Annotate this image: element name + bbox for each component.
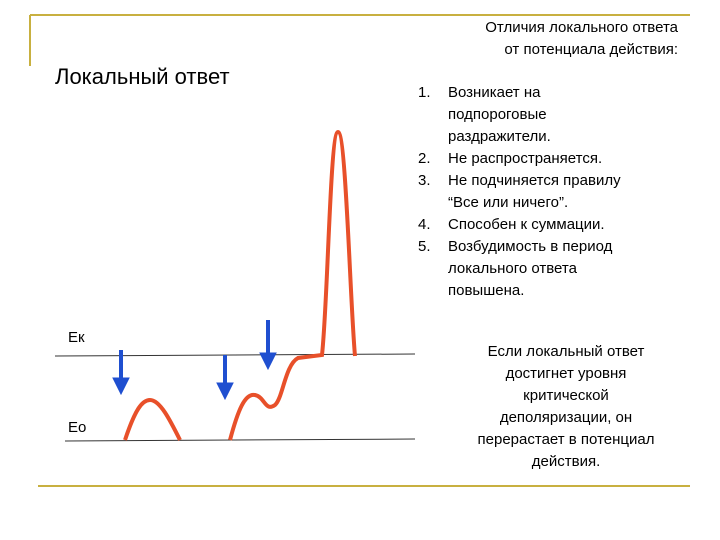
title-line: Отличия локального ответа — [485, 19, 678, 36]
list-number: 2. — [418, 150, 431, 167]
list-text: Возбудимость в период — [448, 238, 613, 255]
arrow-head — [112, 377, 130, 396]
note-line: деполяризации, он — [500, 409, 632, 426]
note-line: перерастает в потенциал — [478, 431, 655, 448]
heading: Локальный ответ — [55, 64, 230, 89]
list-text: “Все или ничего”. — [448, 194, 568, 211]
list-number: 5. — [418, 238, 431, 255]
list-text: повышена. — [448, 282, 524, 299]
list-text: подпороговые — [448, 106, 547, 123]
list-number: 3. — [418, 172, 431, 189]
eo-line — [64, 438, 416, 442]
note-line: Если локальный ответ — [488, 343, 645, 360]
text-content: Отличия локального ответа от потенциала д… — [418, 19, 679, 470]
list-text: раздражители. — [448, 128, 551, 145]
note-line: действия. — [532, 453, 600, 470]
list-number: 4. — [418, 216, 431, 233]
list-text: локального ответа — [448, 260, 578, 277]
stimulus-arrows — [112, 320, 277, 401]
ek-label: Ек — [68, 329, 85, 346]
arrow-head — [259, 352, 277, 371]
eo-label: Ео — [68, 419, 86, 436]
list-number: 1. — [418, 84, 431, 101]
note-line: достигнет уровня — [506, 365, 627, 382]
arrow-head — [216, 382, 234, 401]
title-line: от потенциала действия: — [504, 41, 678, 58]
local-response-curve — [123, 397, 182, 441]
list-text: Не распространяется. — [448, 150, 602, 167]
action-potential-curve — [228, 129, 357, 441]
note-line: критической — [523, 387, 609, 404]
list-text: Возникает на — [448, 84, 541, 101]
list-text: Способен к суммации. — [448, 216, 605, 233]
list-text: Не подчиняется правилу — [448, 172, 621, 189]
